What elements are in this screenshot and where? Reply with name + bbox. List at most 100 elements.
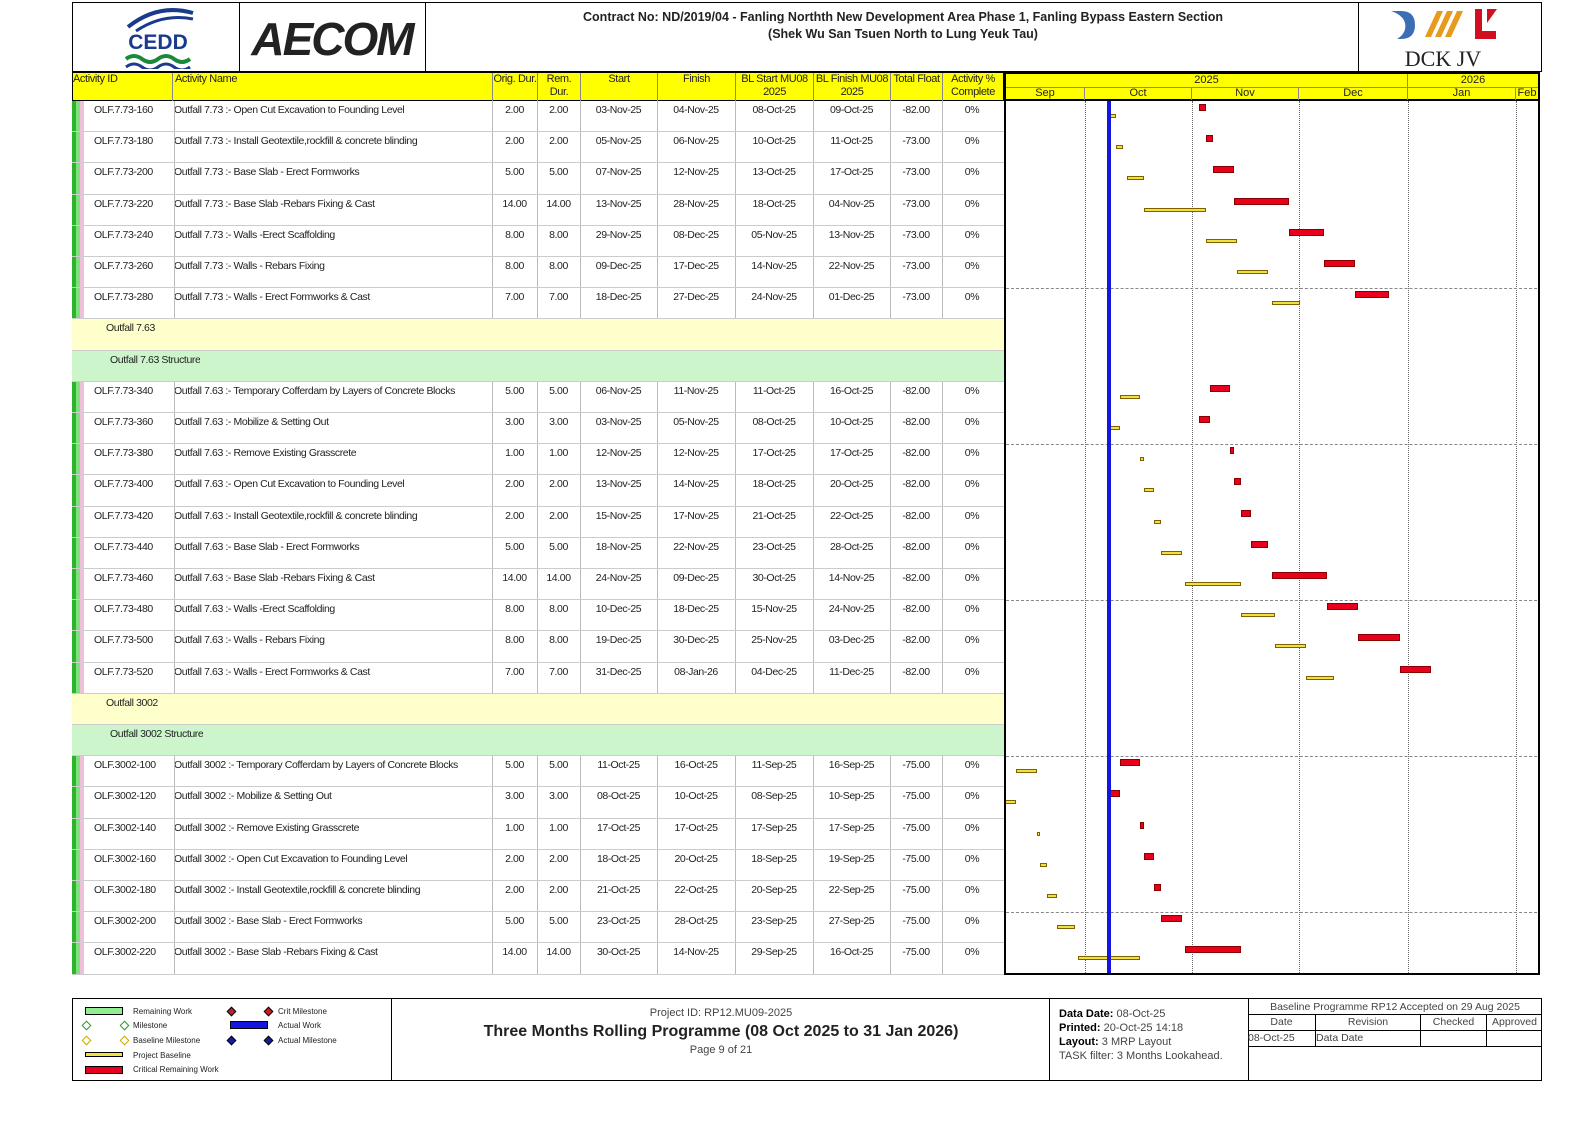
critical-remaining-bar[interactable] xyxy=(1327,603,1359,611)
critical-remaining-bar[interactable] xyxy=(1233,197,1290,205)
table-row[interactable]: OLF.7.73-280 Outfall 7.73 :- Walls - Erec… xyxy=(72,288,1004,320)
critical-remaining-bar[interactable] xyxy=(1140,821,1144,829)
critical-remaining-bar[interactable] xyxy=(1399,665,1431,673)
cell-orig: 3.00 xyxy=(505,416,524,428)
cell-float: -73.00 xyxy=(902,166,930,179)
table-row[interactable]: OLF.7.73-240 Outfall 7.73 :- Walls -Erect… xyxy=(72,225,1004,257)
critical-remaining-bar[interactable] xyxy=(1143,852,1155,860)
wbs-band-row[interactable]: Outfall 3002 Structure xyxy=(72,725,1004,757)
baseline-bar[interactable] xyxy=(1275,644,1307,649)
col-bl-finish[interactable]: BL Finish MU08 2025 xyxy=(814,73,891,101)
critical-remaining-bar[interactable] xyxy=(1271,572,1328,579)
baseline-bar[interactable] xyxy=(1057,925,1075,930)
critical-remaining-bar[interactable] xyxy=(1199,416,1210,423)
col-orig-dur[interactable]: Orig. Dur. xyxy=(493,73,538,101)
baseline-bar[interactable] xyxy=(1161,550,1182,555)
critical-remaining-bar[interactable] xyxy=(1230,447,1234,455)
critical-remaining-bar[interactable] xyxy=(1161,915,1182,923)
wbs-band-row[interactable]: Outfall 7.63 Structure xyxy=(72,350,1004,382)
critical-remaining-bar[interactable] xyxy=(1206,135,1213,143)
table-row[interactable]: OLF.7.73-180 Outfall 7.73 :- Install Geot… xyxy=(72,132,1004,164)
baseline-bar[interactable] xyxy=(1116,145,1124,150)
baseline-bar[interactable] xyxy=(1154,519,1162,524)
table-row[interactable]: OLF.7.73-400 Outfall 7.63 :- Open Cut Exc… xyxy=(72,475,1004,507)
cell-blf: 04-Nov-25 xyxy=(828,197,875,210)
baseline-bar[interactable] xyxy=(1126,176,1144,181)
baseline-bar[interactable] xyxy=(1140,457,1144,462)
baseline-bar[interactable] xyxy=(1240,613,1276,618)
table-row[interactable]: OLF.3002-160 Outfall 3002 :- Open Cut Exc… xyxy=(72,849,1004,881)
cell-bls: 13-Oct-25 xyxy=(752,166,796,179)
outline-stripe xyxy=(72,101,76,975)
cell-blf: 27-Sep-25 xyxy=(828,915,875,928)
table-row[interactable]: OLF.3002-100 Outfall 3002 :- Temporary Co… xyxy=(72,756,1004,788)
critical-remaining-bar[interactable] xyxy=(1154,884,1162,891)
cell-bls: 24-Nov-25 xyxy=(751,291,797,304)
table-row[interactable]: OLF.3002-140 Outfall 3002 :- Remove Exist… xyxy=(72,818,1004,850)
baseline-bar[interactable] xyxy=(1185,582,1241,586)
critical-remaining-bar[interactable] xyxy=(1209,384,1231,392)
table-row[interactable]: OLF.3002-180 Outfall 3002 :- Install Geot… xyxy=(72,881,1004,913)
col-activity-id[interactable]: Activity ID xyxy=(73,73,173,101)
table-row[interactable]: OLF.7.73-160 Outfall 7.73 :- Open Cut Exc… xyxy=(72,101,1004,133)
col-finish[interactable]: Finish xyxy=(658,73,736,101)
critical-remaining-bar[interactable] xyxy=(1251,540,1269,548)
table-row[interactable]: OLF.3002-200 Outfall 3002 :- Base Slab - … xyxy=(72,912,1004,944)
table-row[interactable]: OLF.3002-220 Outfall 3002 :- Base Slab -R… xyxy=(72,943,1004,975)
col-bl-start[interactable]: BL Start MU08 2025 xyxy=(736,73,814,101)
outline-stripe xyxy=(76,101,80,975)
baseline-bar[interactable] xyxy=(1206,238,1238,243)
baseline-bar[interactable] xyxy=(1036,831,1040,836)
baseline-bar[interactable] xyxy=(1271,301,1300,306)
table-row[interactable]: OLF.3002-120 Outfall 3002 :- Mobilize & S… xyxy=(72,787,1004,819)
table-row[interactable]: OLF.7.73-340 Outfall 7.63 :- Temporary Co… xyxy=(72,381,1004,413)
critical-remaining-bar[interactable] xyxy=(1119,759,1141,767)
table-row[interactable]: OLF.7.73-380 Outfall 7.63 :- Remove Exist… xyxy=(72,444,1004,476)
col-total-float[interactable]: Total Float xyxy=(891,73,943,101)
critical-remaining-bar[interactable] xyxy=(1213,166,1234,174)
critical-remaining-bar[interactable] xyxy=(1233,478,1241,486)
cell-float: -75.00 xyxy=(902,821,930,834)
critical-remaining-bar[interactable] xyxy=(1358,634,1400,642)
cell-name: Outfall 7.73 :- Walls - Erect Formworks … xyxy=(174,291,370,304)
baseline-bar[interactable] xyxy=(1040,862,1047,867)
table-row[interactable]: OLF.7.73-480 Outfall 7.63 :- Walls -Erect… xyxy=(72,600,1004,632)
cell-orig: 7.00 xyxy=(505,665,524,678)
critical-remaining-bar[interactable] xyxy=(1240,509,1252,517)
col-rem-dur[interactable]: Rem. Dur. xyxy=(538,73,581,101)
month-gridline xyxy=(1516,101,1517,973)
table-row[interactable]: OLF.7.73-500 Outfall 7.63 :- Walls - Reba… xyxy=(72,631,1004,663)
critical-remaining-bar[interactable] xyxy=(1289,228,1324,236)
wbs-band-row[interactable]: Outfall 7.63 xyxy=(72,319,1004,351)
table-row[interactable]: OLF.7.73-440 Outfall 7.63 :- Base Slab - … xyxy=(72,537,1004,569)
table-row[interactable]: OLF.7.73-260 Outfall 7.73 :- Walls - Reba… xyxy=(72,257,1004,289)
cell-finish: 10-Oct-25 xyxy=(674,790,718,803)
col-activity-name[interactable]: Activity Name xyxy=(173,73,493,101)
footer-legend: Remaining Work Crit Milestone Milestone … xyxy=(72,998,1542,1081)
baseline-bar[interactable] xyxy=(1237,270,1269,274)
critical-remaining-bar[interactable] xyxy=(1185,946,1241,954)
cell-rem: 5.00 xyxy=(549,166,568,179)
cell-start: 11-Oct-25 xyxy=(597,759,640,772)
baseline-bar[interactable] xyxy=(1015,769,1037,774)
table-row[interactable]: OLF.7.73-460 Outfall 7.63 :- Base Slab -R… xyxy=(72,569,1004,601)
baseline-bar[interactable] xyxy=(1143,488,1155,493)
table-row[interactable]: OLF.7.73-360 Outfall 7.63 :- Mobilize & S… xyxy=(72,413,1004,445)
col-start[interactable]: Start xyxy=(581,73,658,101)
baseline-bar[interactable] xyxy=(1306,675,1335,680)
baseline-bar[interactable] xyxy=(1006,800,1016,805)
table-row[interactable]: OLF.7.73-220 Outfall 7.73 :- Base Slab -R… xyxy=(72,194,1004,226)
critical-remaining-bar[interactable] xyxy=(1323,260,1355,267)
cell-blf: 01-Dec-25 xyxy=(828,291,875,304)
baseline-bar[interactable] xyxy=(1143,207,1207,212)
table-row[interactable]: OLF.7.73-520 Outfall 7.63 :- Walls - Erec… xyxy=(72,662,1004,694)
critical-remaining-bar[interactable] xyxy=(1354,291,1390,299)
baseline-bar[interactable] xyxy=(1119,394,1141,399)
baseline-bar[interactable] xyxy=(1046,894,1058,898)
table-row[interactable]: OLF.7.73-200 Outfall 7.73 :- Base Slab - … xyxy=(72,163,1004,195)
table-row[interactable]: OLF.7.73-420 Outfall 7.63 :- Install Geot… xyxy=(72,506,1004,538)
wbs-band-row[interactable]: Outfall 3002 xyxy=(72,693,1004,725)
critical-remaining-bar[interactable] xyxy=(1199,104,1207,111)
col-pct-complete[interactable]: Activity % Complete xyxy=(951,73,995,98)
cell-blf: 09-Oct-25 xyxy=(829,104,874,116)
